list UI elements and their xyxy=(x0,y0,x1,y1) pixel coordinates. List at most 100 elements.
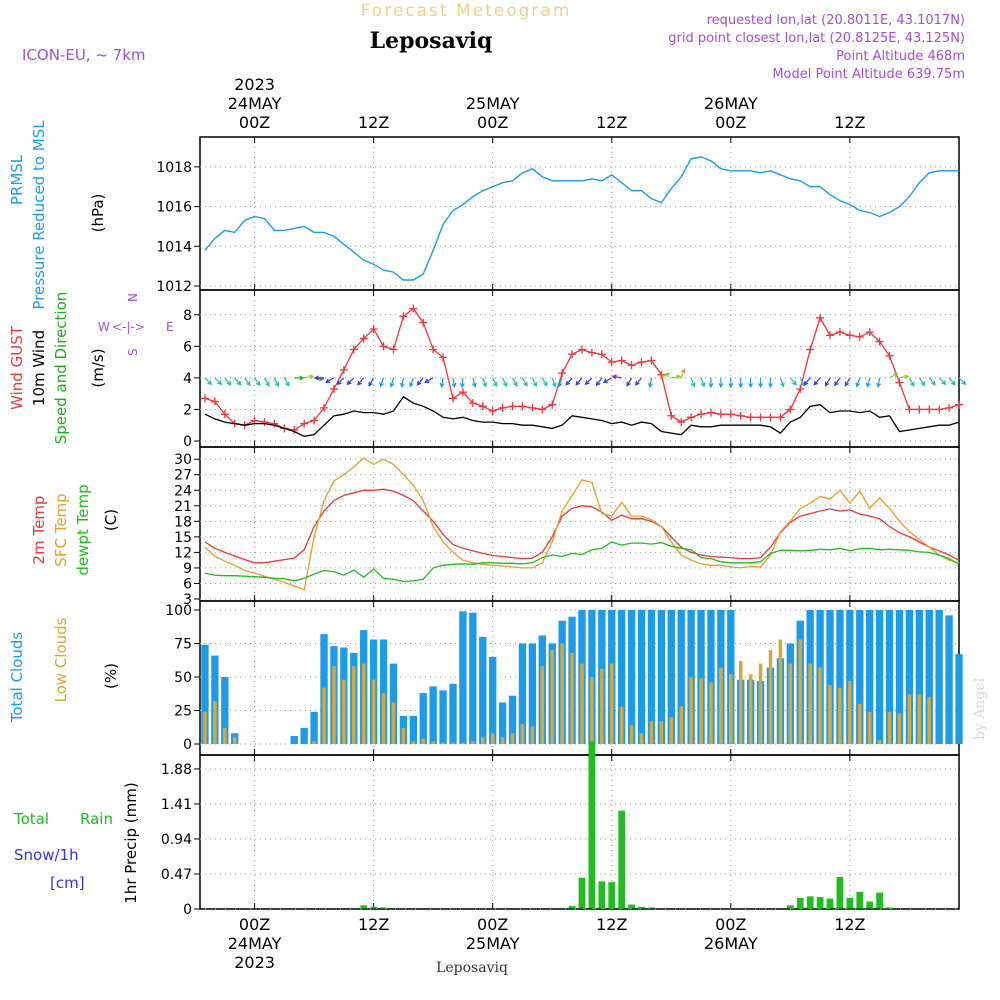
total-cloud-bar xyxy=(677,610,685,744)
low-cloud-bar xyxy=(312,741,316,744)
total-cloud-bar xyxy=(935,610,943,744)
total-cloud-bar xyxy=(707,610,715,744)
gust-marker xyxy=(776,413,785,422)
total-cloud-bar xyxy=(469,612,477,744)
gust-marker xyxy=(349,345,358,354)
ytick-label: 18 xyxy=(174,514,192,530)
low-cloud-bar xyxy=(550,650,555,744)
low-cloud-bar xyxy=(778,639,783,744)
wind-direction-arrow xyxy=(876,377,882,388)
wind-direction-arrow xyxy=(899,374,910,380)
gust-marker xyxy=(955,400,963,409)
wind-direction-arrow xyxy=(803,377,811,386)
wind-direction-arrow xyxy=(661,372,671,379)
gust-marker xyxy=(826,331,835,340)
wind-direction-arrow xyxy=(680,368,686,379)
wind-direction-arrow xyxy=(834,377,841,387)
gust-marker xyxy=(945,403,954,412)
low-cloud-bar xyxy=(927,697,932,744)
top-time-label: 00Z xyxy=(239,113,270,132)
precip-bar xyxy=(786,905,794,909)
precip-bar xyxy=(886,907,893,909)
wind-direction-arrow xyxy=(512,377,518,387)
wind-direction-arrow xyxy=(748,377,754,389)
low-cloud-bar xyxy=(818,667,822,744)
total-cloud-bar xyxy=(875,610,884,744)
total-cloud-bar xyxy=(697,610,705,744)
wind-direction-arrow xyxy=(855,377,861,388)
ytick-label: 0.47 xyxy=(161,867,192,883)
low-cloud-bar xyxy=(322,687,326,744)
low-cloud-bar xyxy=(768,650,773,744)
wind-direction-arrow xyxy=(918,377,926,387)
wind-direction-arrow xyxy=(602,377,613,384)
wind-direction-arrow xyxy=(336,377,345,386)
top-time-label: 12Z xyxy=(834,113,865,132)
gust-marker xyxy=(865,328,874,337)
ytick-label: 21 xyxy=(174,499,192,515)
wind-gust-label: Wind GUST xyxy=(8,325,26,410)
low-cloud-bar xyxy=(917,694,922,744)
dewpt-label: dewpt Temp xyxy=(74,484,92,575)
total-cloud-bar xyxy=(528,643,537,744)
low-cloud-bar xyxy=(590,677,594,744)
model-label: ICON-EU, ~ 7km xyxy=(22,46,146,64)
ytick-label: 0 xyxy=(183,434,192,450)
wind-direction-arrow xyxy=(595,377,603,387)
gust-marker xyxy=(458,388,467,397)
ytick-label: 0 xyxy=(183,902,192,918)
gust-marker xyxy=(329,384,338,393)
compass-n: N xyxy=(126,293,140,302)
gust-marker xyxy=(935,405,944,414)
pressure-unit: (hPa) xyxy=(89,194,107,233)
wind-direction-arrow xyxy=(565,377,573,386)
bottom-time-label: 25MAY xyxy=(466,934,520,953)
precip-bar xyxy=(370,906,378,909)
total-cloud-bar xyxy=(498,702,507,744)
gust-marker xyxy=(568,350,577,359)
low-cloud-bar xyxy=(490,733,495,744)
total-label: Total xyxy=(13,810,49,828)
bottom-time-label: 12Z xyxy=(358,915,389,934)
ytick-label: 12 xyxy=(174,545,192,561)
gust-marker xyxy=(726,410,735,419)
low-cloud-bar xyxy=(669,717,674,744)
low-cloud-bar xyxy=(848,681,852,744)
gust-marker xyxy=(409,304,418,313)
precip-bar xyxy=(816,897,824,909)
wind-direction-arrow xyxy=(416,377,424,386)
gust-marker xyxy=(399,312,408,321)
wind-direction-arrow xyxy=(409,377,414,388)
wind-direction-arrow xyxy=(779,377,785,388)
low-cloud-bar xyxy=(411,741,416,744)
wind-direction-arrow xyxy=(789,377,797,386)
precip-bar xyxy=(836,876,844,909)
location-title: Leposaviq xyxy=(370,28,493,54)
gust-marker xyxy=(835,328,844,337)
low-cloud-bar xyxy=(867,711,872,744)
grid-point-lonlat: grid point closest lon,lat (20.8125E, 43… xyxy=(668,31,965,46)
bottom-time-label: 00Z xyxy=(477,915,508,934)
total-cloud-bar xyxy=(617,610,626,744)
wind-direction-arrow xyxy=(718,377,724,389)
low-cloud-bar xyxy=(560,643,564,744)
gust-marker xyxy=(796,384,805,393)
pressure-label: Pressure Reduced to MSL xyxy=(30,120,48,310)
ytick-label: 100 xyxy=(165,603,192,619)
top-time-label: 25MAY xyxy=(466,94,520,113)
total-cloud-bar xyxy=(379,639,388,744)
wind-direction-arrow xyxy=(304,374,315,380)
low-cloud-bar xyxy=(619,706,624,744)
wind-direction-arrow xyxy=(584,377,593,386)
gust-marker xyxy=(617,356,626,365)
temp-2m-label: 2m Temp xyxy=(30,496,48,565)
pressure-line xyxy=(204,156,959,281)
wind-direction-arrow xyxy=(389,377,395,388)
gust-marker xyxy=(320,403,329,412)
gust-marker xyxy=(508,402,517,411)
total-cloud-bar xyxy=(836,610,844,744)
low-cloud-bar xyxy=(213,701,217,744)
total-cloud-bar xyxy=(866,610,874,744)
low-cloud-bar xyxy=(877,739,882,744)
gust-marker xyxy=(915,405,924,414)
